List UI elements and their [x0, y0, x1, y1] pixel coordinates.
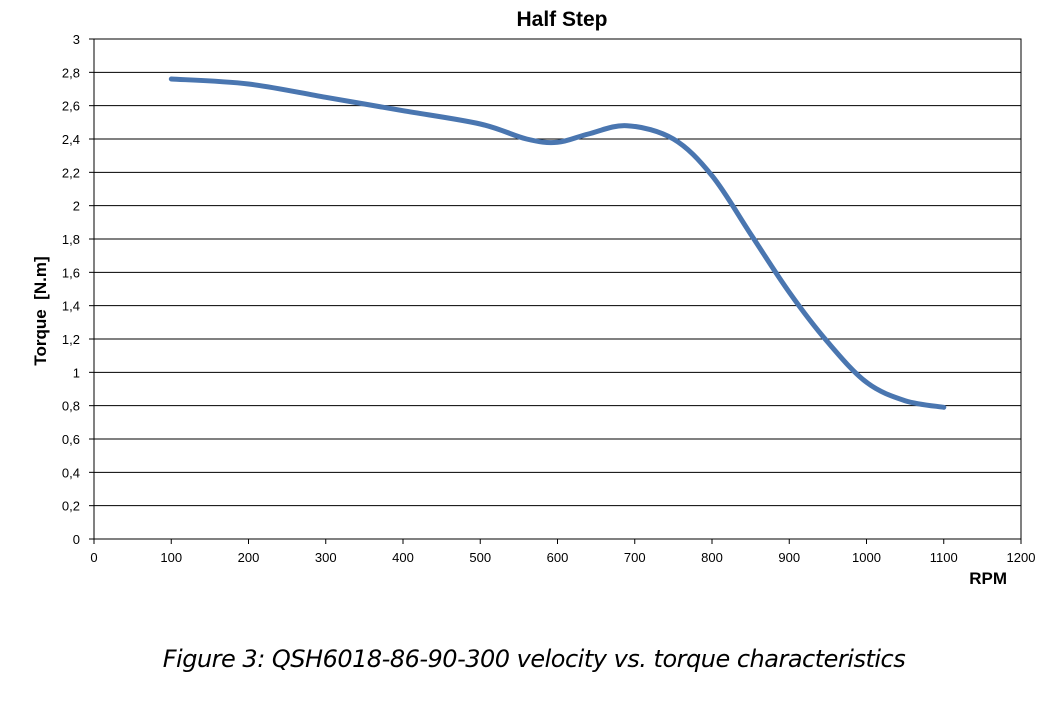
x-tick-label: 600 [547, 550, 569, 565]
x-tick-label: 100 [160, 550, 182, 565]
grid [94, 71, 1021, 507]
x-tick-label: 0 [90, 550, 97, 565]
x-tick-label: 500 [469, 550, 491, 565]
x-tick-label: 300 [315, 550, 337, 565]
x-axis-ticks: 0 100 200 300 400 500 600 700 800 900 1000 1100 1200 [90, 539, 1035, 565]
x-tick-label: 900 [778, 550, 800, 565]
y-tick-label: 3 [73, 32, 80, 47]
y-tick-label: 2,6 [62, 99, 80, 114]
plot-area-border [93, 38, 1022, 540]
torque-series-line [168, 76, 947, 410]
y-tick-label: 1,4 [62, 299, 80, 314]
x-tick-label: 700 [624, 550, 646, 565]
chart: Half Step 0 0,2 0,4 0,6 0,8 1 1,2 1,4 1,6 1,8 2 2,2… [31, 8, 1035, 588]
y-tick-label: 1,8 [62, 232, 80, 247]
figure-caption: Figure 3: QSH6018-86-90-300 velocity vs.… [162, 645, 906, 673]
y-tick-label: 2,2 [62, 165, 80, 180]
y-tick-label: 2,4 [62, 132, 80, 147]
x-axis-title: RPM [969, 569, 1007, 588]
y-tick-label: 0,6 [62, 432, 80, 447]
x-tick-label: 200 [238, 550, 260, 565]
y-tick-label: 2 [73, 199, 80, 214]
y-tick-label: 0,8 [62, 399, 80, 414]
y-tick-label: 2,8 [62, 65, 80, 80]
y-tick-label: 0,2 [62, 499, 80, 514]
x-tick-label: 1100 [930, 550, 958, 565]
x-tick-label: 1000 [852, 550, 881, 565]
y-axis-ticks: 0 0,2 0,4 0,6 0,8 1 1,2 1,4 1,6 1,8 2 2,2 2,4 2,6 2,8 3 [62, 32, 94, 547]
x-tick-label: 1200 [1007, 550, 1036, 565]
chart-title: Half Step [516, 8, 607, 31]
y-axis-title: Torque [N.m] [31, 256, 50, 365]
y-tick-label: 0,4 [62, 465, 80, 480]
x-tick-label: 400 [392, 550, 414, 565]
y-tick-label: 1,6 [62, 265, 80, 280]
y-tick-label: 1,2 [62, 332, 80, 347]
x-tick-label: 800 [701, 550, 723, 565]
y-tick-label: 1 [73, 365, 80, 380]
y-tick-label: 0 [73, 532, 80, 547]
series-layer [168, 76, 947, 410]
